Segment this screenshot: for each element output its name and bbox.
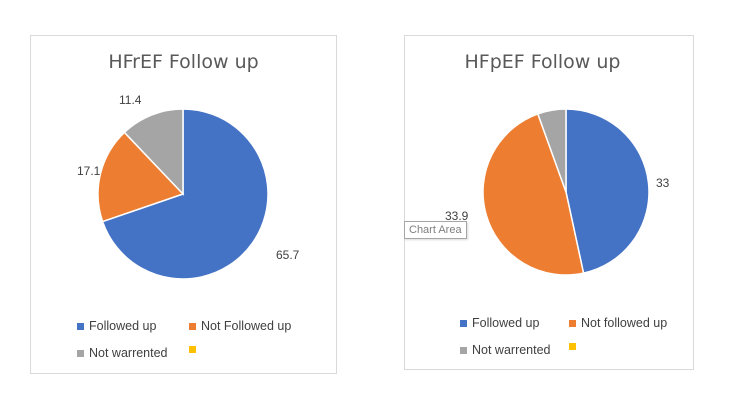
- legend-swatch: [569, 343, 576, 350]
- chart-area-hfref[interactable]: HFrEF Follow up 65.7 17.1 11.4 Followed up…: [30, 35, 337, 374]
- data-label: 65.7: [276, 248, 300, 262]
- chart-title: HFrEF Follow up: [108, 51, 259, 73]
- pie-slice-not-warrented[interactable]: [536, 108, 567, 193]
- legend-item-followed-up[interactable]: Followed up: [77, 319, 156, 333]
- legend-item-not-warrented[interactable]: Not warrented: [77, 346, 168, 360]
- legend-item-not-warrented[interactable]: Not warrented: [460, 343, 551, 357]
- legend-label: Followed up: [89, 319, 157, 333]
- pie-chart-hfpef[interactable]: 33 33.9: [405, 36, 694, 370]
- legend-swatch: [77, 349, 84, 357]
- pie-slice-not-warrented[interactable]: [123, 108, 184, 196]
- legend-swatch: [569, 319, 576, 327]
- legend-swatch: [189, 346, 196, 353]
- pie-slice-not-followed-up[interactable]: [97, 131, 185, 223]
- legend-item-blank[interactable]: [189, 346, 201, 353]
- legend-swatch: [460, 346, 467, 354]
- data-label: 33: [656, 176, 670, 190]
- chart-area-hfpef[interactable]: HFpEF Follow up 33 33.9 Followed up Not f…: [404, 35, 694, 370]
- pie-slice-followed-up[interactable]: [565, 108, 650, 275]
- pie-slice-followed-up[interactable]: [101, 108, 269, 280]
- legend-swatch: [189, 322, 196, 330]
- legend-label: Not warrented: [89, 346, 168, 360]
- chart-title: HFpEF Follow up: [464, 51, 621, 73]
- legend-swatch: [77, 322, 84, 330]
- pie-chart-hfref[interactable]: 65.7 17.1 11.4: [31, 36, 337, 374]
- legend-label: Followed up: [472, 316, 540, 330]
- legend-item-followed-up[interactable]: Followed up: [460, 316, 539, 330]
- legend-item-not-followed-up[interactable]: Not Followed up: [189, 319, 291, 333]
- legend-label: Not warrented: [472, 343, 551, 357]
- pie-slice-not-followed-up[interactable]: [482, 112, 585, 276]
- legend-label: Not Followed up: [201, 319, 292, 333]
- chart-area-tooltip: Chart Area: [404, 221, 467, 239]
- legend-label: Not followed up: [581, 316, 668, 330]
- data-label: 11.4: [119, 93, 142, 107]
- data-label: 17.1: [77, 164, 101, 178]
- legend-item-blank[interactable]: [569, 343, 581, 350]
- legend-item-not-followed-up[interactable]: Not followed up: [569, 316, 667, 330]
- data-label: 33.9: [445, 209, 469, 223]
- legend-swatch: [460, 319, 467, 327]
